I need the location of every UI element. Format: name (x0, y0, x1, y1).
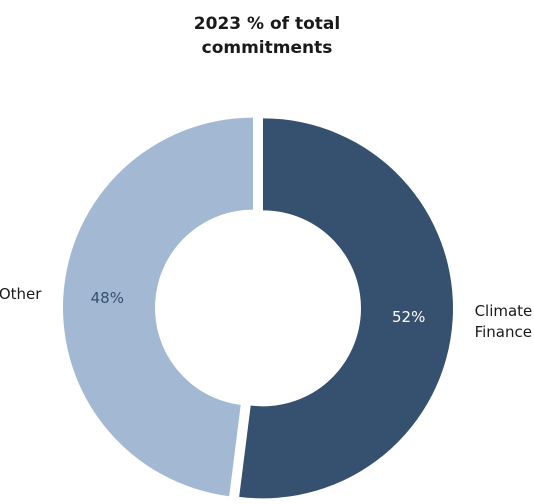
chart-title-box: 2023 % of total commitments (0, 12, 534, 60)
value-label: 48% (91, 289, 124, 307)
donut-slice (239, 118, 453, 499)
donut-slice (63, 117, 254, 497)
value-label: 52% (392, 308, 425, 326)
chart-title: 2023 % of total commitments (193, 14, 341, 58)
category-label: Climate Finance (474, 301, 533, 341)
category-label: Other (0, 284, 42, 303)
